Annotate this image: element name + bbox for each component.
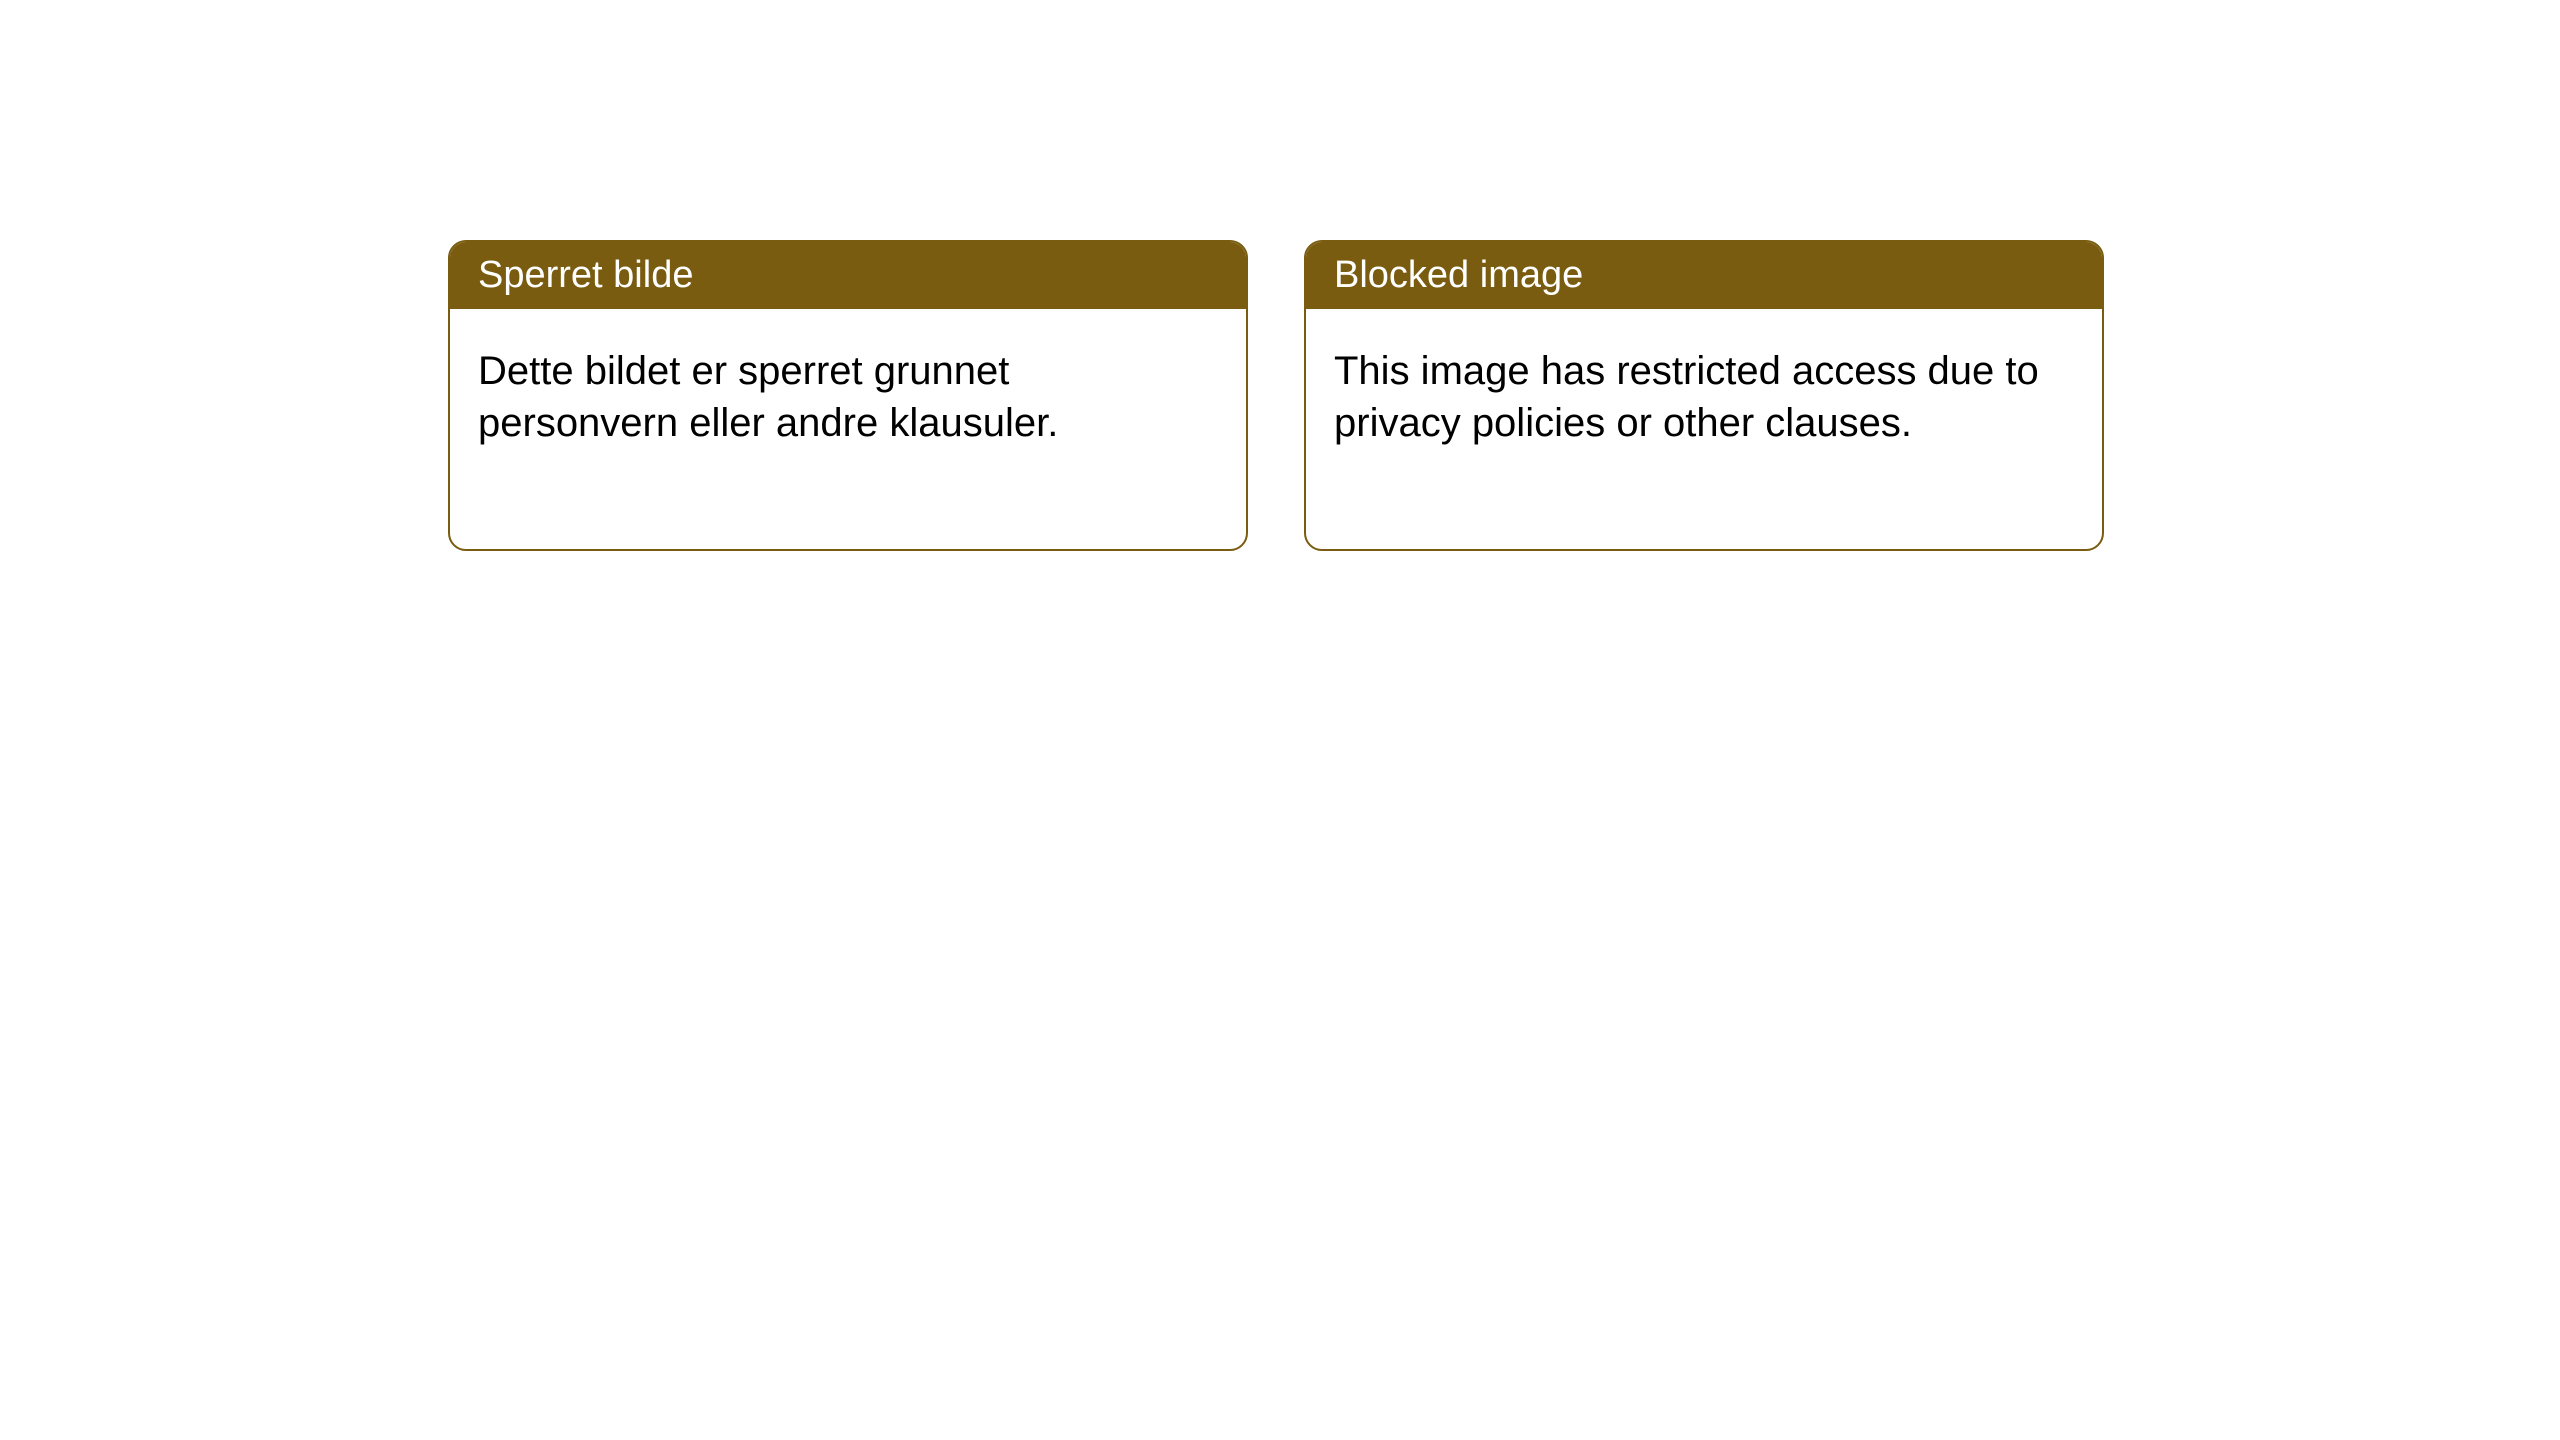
card-title-en: Blocked image xyxy=(1334,254,1583,296)
card-header-en: Blocked image xyxy=(1306,242,2102,309)
card-message-en: This image has restricted access due to … xyxy=(1334,349,2039,445)
card-body-no: Dette bildet er sperret grunnet personve… xyxy=(450,309,1246,549)
notice-container: Sperret bilde Dette bildet er sperret gr… xyxy=(0,0,2560,551)
blocked-image-card-en: Blocked image This image has restricted … xyxy=(1304,240,2104,551)
blocked-image-card-no: Sperret bilde Dette bildet er sperret gr… xyxy=(448,240,1248,551)
card-title-no: Sperret bilde xyxy=(478,254,693,296)
card-header-no: Sperret bilde xyxy=(450,242,1246,309)
card-message-no: Dette bildet er sperret grunnet personve… xyxy=(478,349,1058,445)
card-body-en: This image has restricted access due to … xyxy=(1306,309,2102,549)
